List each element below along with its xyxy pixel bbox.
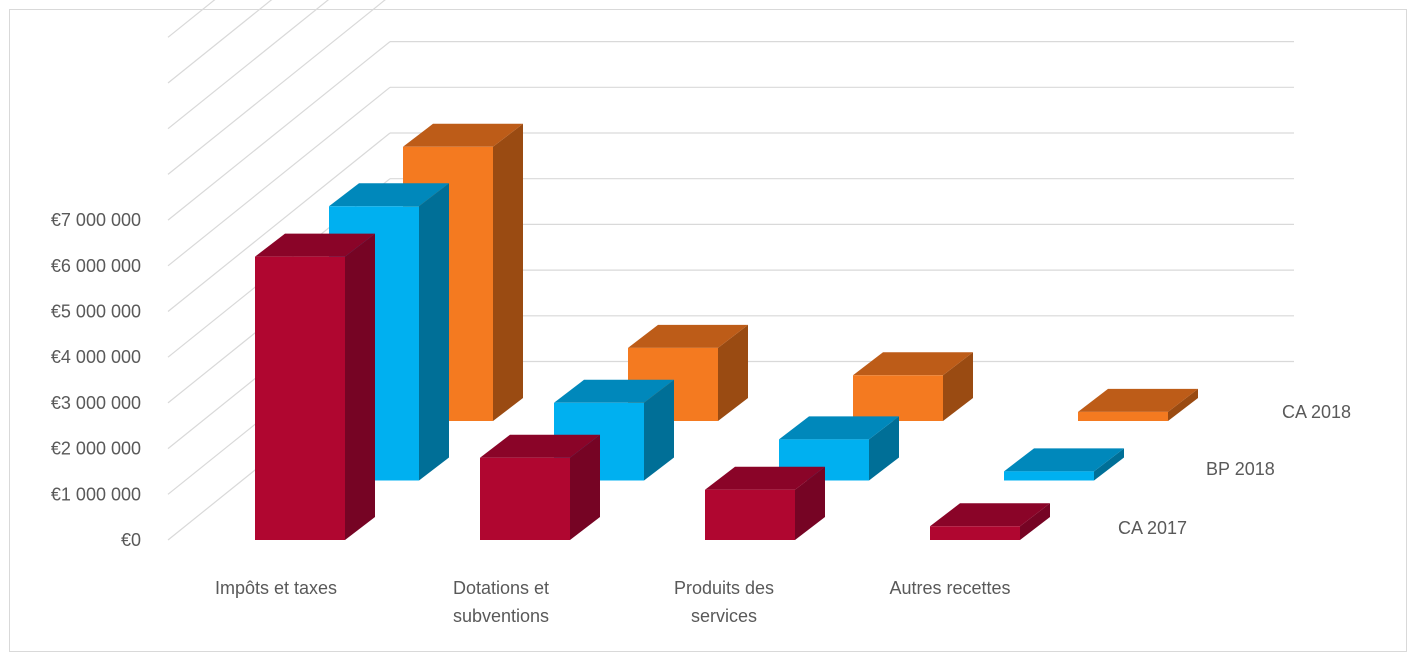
bar-top-0-3 [930, 503, 1050, 527]
bar-2-2 [853, 375, 943, 421]
series-label: CA 2018 [1282, 402, 1351, 422]
series-label: CA 2017 [1118, 518, 1187, 538]
category-label: subventions [453, 606, 549, 626]
category-label: services [691, 606, 757, 626]
bar-top-1-0 [329, 183, 449, 207]
bar-1-3 [1004, 471, 1094, 481]
bar-side-2-3 [1168, 388, 1198, 421]
bar-side-0-0 [345, 233, 375, 540]
gridline-side [167, 86, 391, 267]
bar-side-0-2 [795, 466, 825, 540]
y-tick-label: €5 000 000 [51, 302, 141, 322]
y-tick-label: €1 000 000 [51, 484, 141, 504]
category-label: Produits des [674, 578, 774, 598]
bar-top-1-1 [554, 379, 674, 403]
y-tick-label: €2 000 000 [51, 439, 141, 459]
bar-side-0-1 [570, 434, 600, 540]
bar-top-1-3 [1004, 448, 1124, 472]
bar-top-2-3 [1078, 388, 1198, 412]
y-tick-label: €7 000 000 [51, 210, 141, 230]
bar-side-1-1 [644, 379, 674, 481]
category-label: Autres recettes [889, 578, 1010, 598]
bar-side-2-0 [493, 123, 523, 422]
bar-0-3 [930, 526, 1020, 540]
series-label: BP 2018 [1206, 459, 1275, 479]
bar-0-2 [705, 489, 795, 540]
bar-top-2-2 [853, 352, 973, 376]
bar-2-3 [1078, 411, 1168, 421]
bar-top-0-2 [705, 466, 825, 490]
category-label: Dotations et [453, 578, 549, 598]
gridline-side [167, 0, 216, 38]
category-label: Impôts et taxes [215, 578, 337, 598]
gridline-side [167, 0, 386, 175]
bar-side-1-2 [869, 416, 899, 481]
bar-side-2-2 [943, 352, 973, 421]
bar-side-1-3 [1094, 448, 1124, 481]
bar-0-1 [480, 457, 570, 540]
bar-side-0-3 [1020, 503, 1050, 540]
gridline-side [167, 41, 391, 221]
gridline-side [167, 0, 330, 130]
y-tick-label: €6 000 000 [51, 256, 141, 276]
y-tick-label: €0 [121, 530, 141, 550]
bar-side-2-1 [718, 324, 748, 421]
bar-top-2-0 [403, 123, 523, 147]
bar-top-1-2 [779, 416, 899, 440]
bar-top-0-0 [255, 233, 375, 257]
y-tick-label: €4 000 000 [51, 347, 141, 367]
bar-0-0 [255, 256, 345, 540]
bar-side-1-0 [419, 183, 449, 481]
gridline-side [167, 132, 391, 312]
bar-top-2-1 [628, 324, 748, 348]
bar-top-0-1 [480, 434, 600, 458]
y-tick-label: €3 000 000 [51, 393, 141, 413]
gridline-side [167, 0, 273, 84]
